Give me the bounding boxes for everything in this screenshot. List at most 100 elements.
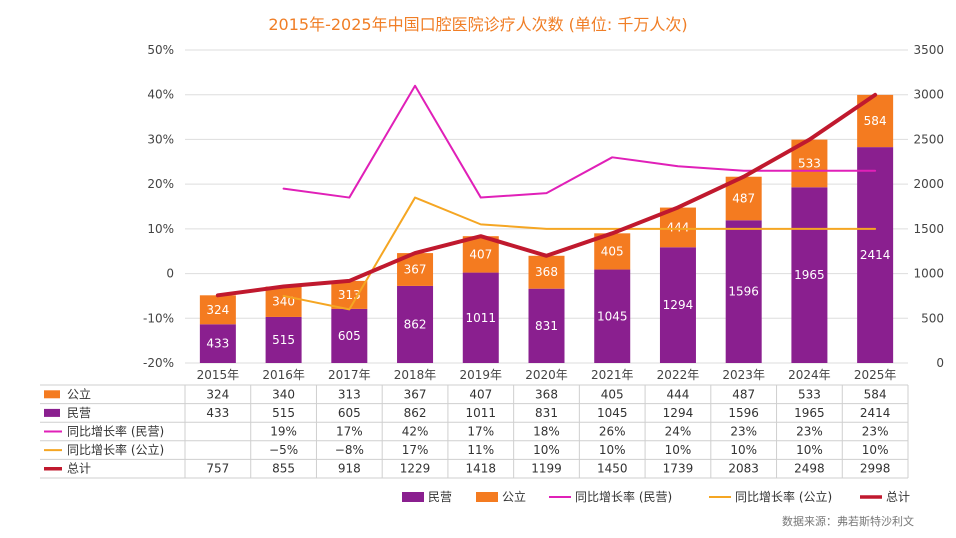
table-cell: 17%	[467, 425, 494, 439]
source-note: 数据来源：弗若斯特沙利文	[782, 514, 914, 528]
table-cell: 324	[206, 387, 229, 401]
left-tick-label: 0	[166, 267, 174, 281]
bar-public	[265, 286, 302, 317]
table-cell: 24%	[665, 425, 692, 439]
table-cell: 407	[469, 387, 492, 401]
bar-label-private: 605	[338, 329, 361, 343]
table-cell: 19%	[270, 425, 297, 439]
x-axis: 2015年 2016年 2017年 2018年 2019年 2020年 2021年 2022年…	[197, 368, 897, 382]
bar-private	[857, 147, 894, 363]
table-cell: 1199	[531, 462, 562, 476]
x-tick-label: 2022年	[657, 368, 700, 382]
bar-private	[397, 285, 434, 363]
legend-label: 同比增长率 (民营)	[575, 489, 672, 504]
table-cell: 757	[206, 462, 229, 476]
x-tick-label: 2025年	[854, 368, 897, 382]
bars-layer: 4333245153406053138623671011407831368104…	[199, 94, 894, 363]
x-tick-label: 2023年	[722, 368, 765, 382]
table-cell: 487	[732, 387, 755, 401]
table-row-label: 同比增长率 (民营)	[67, 424, 164, 439]
table-cell: 605	[338, 406, 361, 420]
legend-label: 民营	[428, 490, 452, 504]
bar-label-public: 533	[798, 156, 821, 170]
table-cell: 10%	[599, 443, 626, 457]
table-cell: 2414	[860, 406, 891, 420]
bar-label-public: 368	[535, 265, 558, 279]
table-cell: 444	[667, 387, 690, 401]
bar-label-public: 324	[206, 303, 229, 317]
bar-private	[462, 272, 499, 363]
bar-public	[199, 295, 236, 325]
right-tick-label: 2500	[913, 132, 944, 146]
table-cell: 1596	[728, 406, 759, 420]
table-cell: 1418	[465, 462, 496, 476]
table-cell: 405	[601, 387, 624, 401]
table-cell: 17%	[336, 425, 363, 439]
left-tick-label: -10%	[143, 311, 174, 325]
table-row-label: 同比增长率 (公立)	[67, 442, 164, 457]
line-growth-public	[282, 196, 877, 311]
right-tick-label: 1500	[913, 222, 944, 236]
bar-private	[199, 324, 236, 363]
table-cell: 918	[338, 462, 361, 476]
right-tick-label: 500	[921, 311, 944, 325]
bar-private	[331, 308, 368, 363]
table-cell: 1011	[465, 406, 496, 420]
line-growth-private	[282, 84, 877, 199]
table-marker	[44, 390, 60, 399]
table-row-label: 总计	[67, 462, 91, 476]
bar-label-public: 407	[469, 247, 492, 261]
right-tick-label: 0	[936, 356, 944, 370]
legend-swatch	[476, 492, 498, 502]
right-tick-label: 3000	[913, 88, 944, 102]
left-tick-label: 10%	[147, 222, 174, 236]
table-cell: 584	[864, 387, 887, 401]
table-cell: 367	[404, 387, 427, 401]
table-cell: 1045	[597, 406, 628, 420]
right-tick-label: 3500	[913, 43, 944, 57]
bar-label-private: 433	[206, 337, 229, 351]
data-table: 公立 324 340 313 367 407 368 405 444 487 533 584 民营 433…	[40, 384, 909, 479]
x-tick-label: 2021年	[591, 368, 634, 382]
bar-label-public: 584	[864, 114, 887, 128]
bar-label-private: 515	[272, 333, 295, 347]
bar-label-private: 1965	[794, 268, 825, 282]
x-tick-label: 2018年	[394, 368, 437, 382]
bar-label-private: 831	[535, 319, 558, 333]
bar-private	[594, 269, 631, 363]
table-cell: 855	[272, 462, 295, 476]
bar-label-public: 340	[272, 295, 295, 309]
x-tick-label: 2016年	[262, 368, 305, 382]
bar-label-private: 2414	[860, 248, 891, 262]
table-cell: 10%	[730, 443, 757, 457]
bar-label-private: 1011	[465, 311, 496, 325]
right-tick-label: 1000	[913, 267, 944, 281]
table-cell: 23%	[796, 425, 823, 439]
bar-label-public: 367	[404, 263, 427, 277]
bar-private	[791, 187, 828, 363]
table-cell: 26%	[599, 425, 626, 439]
table-cell: −8%	[335, 443, 364, 457]
legend-label: 总计	[886, 490, 910, 504]
table-cell: 862	[404, 406, 427, 420]
table-row-label: 民营	[67, 406, 91, 420]
table-cell: 42%	[402, 425, 429, 439]
table-cell: 17%	[402, 443, 429, 457]
table-cell: 433	[206, 406, 229, 420]
legend: 民营 公立 同比增长率 (民营) 同比增长率 (公立) 总计	[402, 489, 910, 504]
right-tick-label: 2000	[913, 177, 944, 191]
table-cell: 2498	[794, 462, 825, 476]
table-cell: 1450	[597, 462, 628, 476]
line-total	[215, 92, 878, 298]
bar-label-private: 1294	[663, 298, 694, 312]
legend-label: 公立	[502, 489, 526, 504]
table-cell: 10%	[665, 443, 692, 457]
x-tick-label: 2024年	[788, 368, 831, 382]
x-tick-label: 2019年	[459, 368, 502, 382]
table-cell: 831	[535, 406, 558, 420]
bar-private	[528, 288, 565, 363]
table-cell: 340	[272, 387, 295, 401]
bar-label-private: 1596	[728, 285, 759, 299]
bar-label-public: 444	[667, 220, 690, 234]
